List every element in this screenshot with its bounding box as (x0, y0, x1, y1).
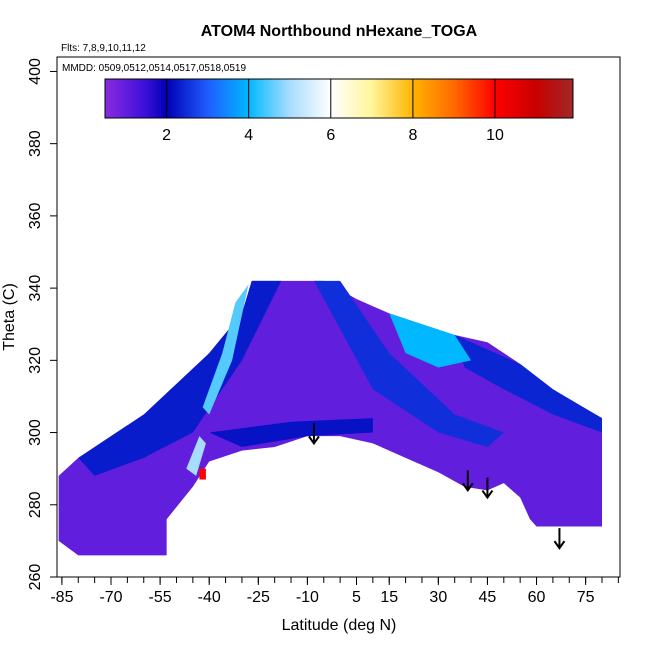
subtitle: Flts: 7,8,9,10,11,12 (61, 43, 146, 54)
x-tick-label: 30 (429, 589, 447, 606)
x-tick-label: -70 (99, 589, 122, 606)
y-tick-label: 300 (27, 419, 44, 446)
y-tick-label: 360 (27, 202, 44, 229)
arrow (553, 528, 566, 550)
x-tick-label: 60 (528, 589, 546, 606)
chart-title: ATOM4 Northbound nHexane_TOGA (201, 23, 478, 40)
arrow-head (308, 435, 320, 446)
data-region (389, 313, 472, 368)
x-tick-label: -85 (50, 589, 73, 606)
data-region (454, 335, 602, 433)
arrow (308, 423, 320, 446)
y-tick-label: 380 (27, 130, 44, 157)
x-tick-label: 75 (577, 589, 595, 606)
x-tick-label: -40 (198, 589, 221, 606)
data-region (313, 280, 504, 447)
y-tick-label: 260 (27, 564, 44, 591)
y-tick-label: 400 (27, 58, 44, 85)
y-tick-label: 320 (27, 347, 44, 374)
x-tick-label: -55 (149, 589, 172, 606)
arrow-head (553, 540, 566, 550)
x-tick-label: 5 (352, 589, 361, 606)
x-tick-label: 45 (479, 589, 497, 606)
y-axis-label: Theta (C) (1, 283, 18, 351)
y-tick-label: 340 (27, 275, 44, 302)
plot-frame (56, 56, 621, 578)
colorbar-tick-label: 10 (486, 127, 504, 144)
x-axis-label: Latitude (deg N) (282, 617, 397, 634)
colorbar-tick-label: 2 (162, 127, 171, 144)
data-region (209, 418, 373, 447)
arrow (461, 470, 474, 493)
arrow-head (481, 489, 494, 500)
y-tick-label: 280 (27, 491, 44, 518)
colorbar-tick-label: 6 (326, 127, 335, 144)
data-region (202, 284, 249, 415)
x-tick-label: 15 (380, 589, 398, 606)
arrow-head (461, 482, 474, 493)
data-region (186, 436, 206, 476)
colorbar-tick-label: 4 (244, 127, 253, 144)
arrow (481, 477, 494, 500)
colorbar (104, 78, 574, 119)
x-tick-label: -25 (247, 589, 270, 606)
data-region (199, 468, 206, 480)
annotation: MMDD: 0509,0512,0514,0517,0518,0519 (62, 63, 246, 74)
colorbar-tick-label: 8 (408, 127, 417, 144)
x-tick-label: -10 (296, 589, 319, 606)
